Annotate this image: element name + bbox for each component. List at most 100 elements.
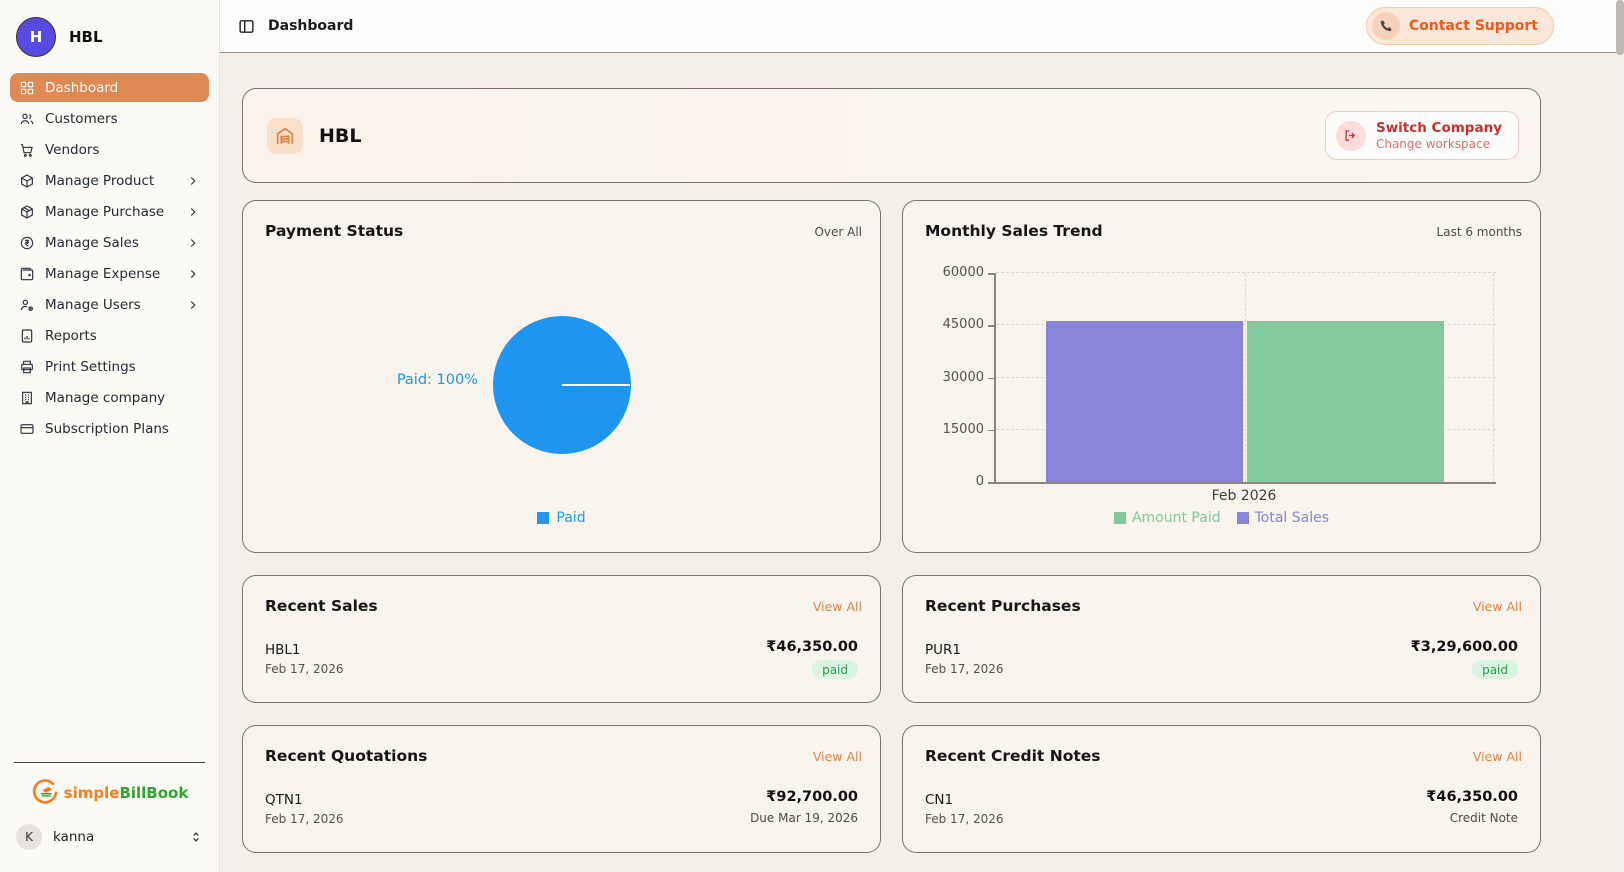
sale-invoice-id: HBL1 [265,642,301,658]
recent-quotations-view-all-link[interactable]: View All [812,749,862,764]
bar-chart-plot-area [994,272,1496,484]
credit-note-id: CN1 [925,792,954,808]
sidebar-item-label: Dashboard [45,79,119,96]
logo-text-simple: simple [63,783,120,802]
legend-item-total-sales: Total Sales [1236,510,1330,526]
recent-sales-card: Recent Sales View All HBL1 Feb 17, 2026 … [242,575,881,703]
phone-icon [1371,12,1400,40]
rupee-coin-icon [20,236,34,249]
gridline [996,428,1496,430]
recent-quotations-title: Recent Quotations [265,747,428,765]
package-check-icon [21,204,33,219]
switch-company-icon [1335,120,1366,151]
sidebar-item-label: Reports [45,327,97,344]
simplebillbook-logo: simpleBillBook [0,778,219,806]
sidebar-item-reports[interactable]: Reports [10,321,209,350]
recent-quotations-card: Recent Quotations View All QTN1 Feb 17, … [242,725,881,853]
quotation-due-date: Due Mar 19, 2026 [750,811,858,825]
chevrons-up-down-icon [193,832,199,842]
scrollbar-track [1616,0,1624,872]
credit-note-date: Feb 17, 2026 [925,812,1004,826]
legend-swatch-paid [537,512,550,524]
y-axis-tick [988,325,994,327]
user-name: kanna [53,829,95,845]
grid-icon [20,81,34,94]
purchase-amount: ₹3,29,600.00 [1410,639,1518,655]
x-axis-label: Feb 2026 [1211,488,1277,504]
legend-item-amount-paid: Amount Paid [1113,510,1221,526]
user-selector[interactable]: K kanna [0,818,219,872]
contact-support-label: Contact Support [1408,18,1538,34]
gridline [996,324,1496,326]
y-axis-tick [988,273,994,275]
sidebar-item-manage-product[interactable]: Manage Product [10,166,209,195]
recent-purchases-title: Recent Purchases [925,597,1081,615]
recent-purchases-card: Recent Purchases View All PUR1 Feb 17, 2… [902,575,1541,703]
logo-text-billbook: BillBook [119,783,189,802]
chevron-right-icon [190,207,196,216]
bar-amount-paid [1247,321,1444,482]
sidebar-item-label: Manage Product [45,172,155,189]
y-axis-tick [988,429,994,432]
user-settings-icon [20,299,33,311]
sidebar-item-manage-purchase[interactable]: Manage Purchase [10,197,209,226]
sidebar-item-manage-users[interactable]: Manage Users [10,290,209,319]
y-axis-tick-label: 30000 [942,369,984,385]
sidebar-item-label: Manage Expense [45,265,161,282]
pie-slice-divider [562,384,630,386]
sidebar-footer: simpleBillBook K kanna [0,762,219,872]
printer-icon [21,360,33,373]
switch-company-label: Switch Company [1375,120,1502,136]
recent-sales-title: Recent Sales [265,597,378,615]
user-avatar: K [16,824,42,850]
quotation-entry[interactable]: QTN1 Feb 17, 2026 [265,792,344,826]
warehouse-icon [267,117,303,154]
sale-entry[interactable]: HBL1 Feb 17, 2026 [265,642,344,676]
recent-credit-notes-view-all-link[interactable]: View All [1472,749,1522,764]
gridline-vertical [1493,273,1494,482]
breadcrumb: Dashboard [238,18,353,35]
package-icon [21,173,33,188]
switch-company-button[interactable]: Switch Company Change workspace [1324,111,1519,160]
sidebar-item-manage-expense[interactable]: Manage Expense [10,259,209,288]
y-axis-tick-label: 60000 [942,265,984,280]
panel-left-icon[interactable] [238,18,255,35]
purchase-entry[interactable]: PUR1 Feb 17, 2026 [925,642,1004,676]
main-content: HBL Switch Company Change workspace Paym… [220,54,1624,872]
simplebillbook-logo-icon [32,779,57,804]
payment-status-title: Payment Status [265,222,404,240]
contact-support-button[interactable]: Contact Support [1365,7,1554,45]
sidebar-item-manage-company[interactable]: Manage company [10,383,209,412]
credit-note-entry[interactable]: CN1 Feb 17, 2026 [925,792,1004,826]
chevron-right-icon [190,269,196,278]
bar-chart-legend: Amount Paid Total Sales [903,510,1540,526]
gridline [996,272,1496,273]
scrollbar-thumb[interactable] [1616,0,1624,55]
sidebar-item-customers[interactable]: Customers [10,104,209,133]
legend-label: Total Sales [1254,510,1330,526]
sidebar-item-vendors[interactable]: Vendors [10,135,209,164]
monthly-sales-title: Monthly Sales Trend [925,222,1103,240]
chevron-right-icon [190,176,196,185]
sidebar-item-dashboard[interactable]: Dashboard [10,73,209,102]
switch-company-sublabel: Change workspace [1375,137,1490,151]
sidebar-item-manage-sales[interactable]: Manage Sales [10,228,209,257]
building-icon [22,391,32,404]
company-name: HBL [69,28,103,46]
sale-status-badge: paid [812,660,858,679]
company-banner-name: HBL [319,124,362,147]
sale-date: Feb 17, 2026 [265,662,344,676]
recent-sales-view-all-link[interactable]: View All [812,599,862,614]
sidebar-item-label: Manage Sales [45,234,139,251]
sidebar-item-label: Customers [45,110,118,127]
purchase-date: Feb 17, 2026 [925,662,1004,676]
recent-purchases-view-all-link[interactable]: View All [1472,599,1522,614]
sidebar-item-subscription-plans[interactable]: Subscription Plans [10,414,209,443]
legend-swatch [1113,512,1126,524]
y-axis-tick [988,482,994,484]
sidebar-item-label: Manage company [45,389,166,406]
wallet-icon [20,267,34,280]
sidebar-item-print-settings[interactable]: Print Settings [10,352,209,381]
credit-note-amount: ₹46,350.00 [1426,789,1518,805]
quotation-date: Feb 17, 2026 [265,812,344,826]
